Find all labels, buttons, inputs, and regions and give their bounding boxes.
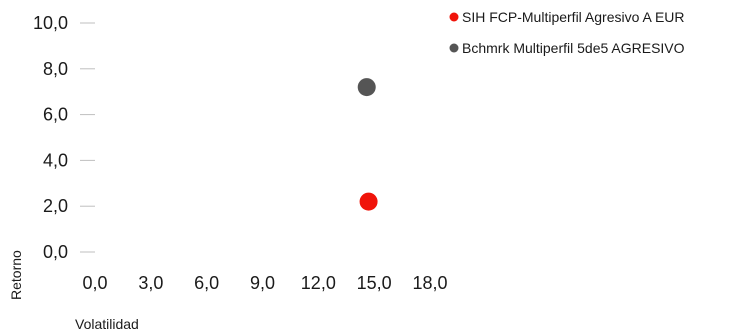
- x-axis-label: Volatilidad: [75, 316, 139, 332]
- y-tick-label: 8,0: [43, 59, 68, 79]
- y-tick-label: 0,0: [43, 242, 68, 262]
- legend: SIH FCP-Multiperfil Agresivo A EUR Bchmrk…: [449, 9, 685, 56]
- legend-label-1: Bchmrk Multiperfil 5de5 AGRESIVO: [462, 40, 685, 56]
- y-axis-label: Retorno: [8, 250, 24, 300]
- data-point-0: [359, 192, 378, 211]
- y-tick-label: 4,0: [43, 150, 68, 170]
- data-points: [357, 78, 378, 211]
- legend-marker-1: [449, 43, 459, 53]
- x-tick-label: 0,0: [82, 273, 107, 293]
- x-tick-label: 12,0: [301, 273, 336, 293]
- x-tick-label: 15,0: [357, 273, 392, 293]
- legend-marker-0: [449, 12, 459, 22]
- x-tick-label: 6,0: [194, 273, 219, 293]
- data-point-1: [357, 78, 376, 97]
- legend-label-0: SIH FCP-Multiperfil Agresivo A EUR: [462, 9, 685, 25]
- x-tick-label: 3,0: [138, 273, 163, 293]
- y-axis: 0,0 2,0 4,0 6,0 8,0 10,0: [33, 13, 95, 262]
- y-tick-label: 10,0: [33, 13, 68, 33]
- x-tick-label: 18,0: [412, 273, 447, 293]
- y-tick-label: 6,0: [43, 105, 68, 125]
- y-tick-label: 2,0: [43, 196, 68, 216]
- x-axis: 0,0 3,0 6,0 9,0 12,0 15,0 18,0: [82, 273, 447, 293]
- x-tick-label: 9,0: [250, 273, 275, 293]
